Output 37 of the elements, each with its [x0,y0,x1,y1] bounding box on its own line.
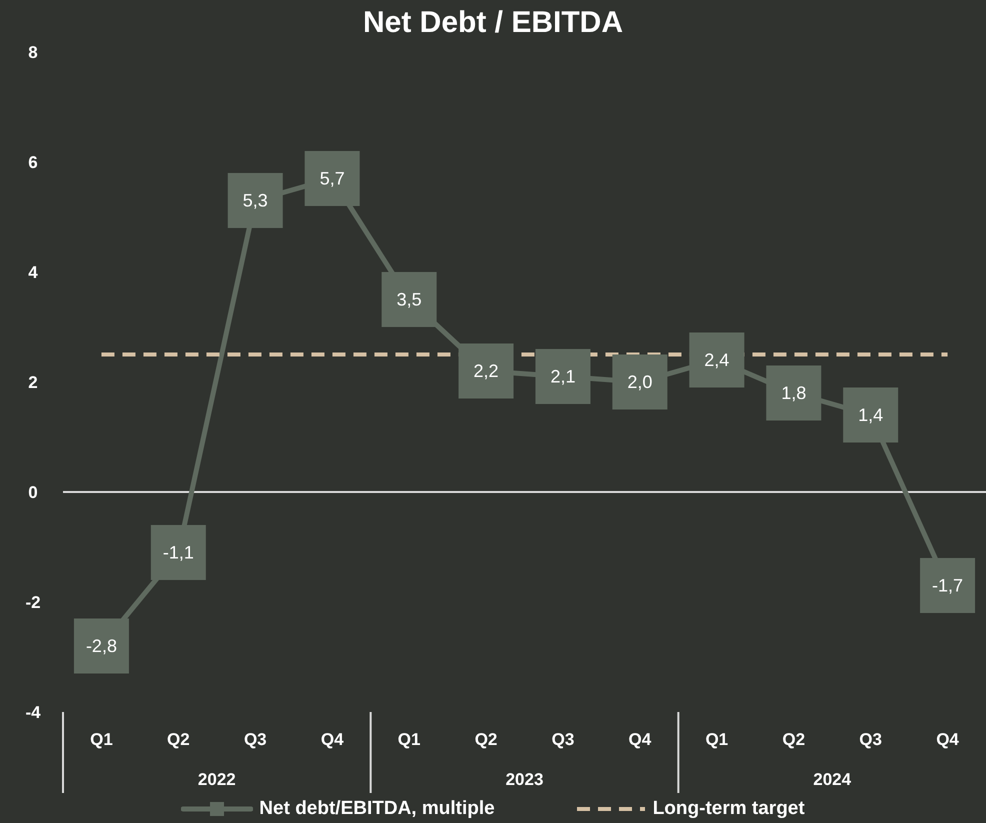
data-label: 3,5 [396,290,422,310]
data-label: 1,8 [781,383,806,403]
data-label: 2,1 [550,366,576,386]
x-tick-label: Q1 [705,730,728,748]
x-tick-label: Q4 [320,730,344,748]
data-label: -1,7 [932,576,964,596]
x-tick-label: Q3 [244,730,267,748]
chart-title: Net Debt / EBITDA [362,6,624,39]
x-tick-label: Q2 [474,730,498,748]
data-label: 5,7 [320,168,345,188]
x-tick-label: Q1 [398,730,420,748]
x-tick-label: Q2 [782,730,806,748]
y-tick-label: -4 [25,702,42,722]
data-label: 2,2 [474,361,499,381]
x-tick-label: Q3 [552,730,574,748]
x-tick-label: Q1 [90,730,113,748]
y-tick-label: 6 [28,152,38,172]
text: 2023 [506,770,544,788]
data-label: -2,8 [86,636,117,656]
x-tick-label: Q4 [936,730,960,748]
x-tick-label: Q4 [628,730,652,748]
legend-label: Long-term target [652,798,805,820]
text: 2024 [813,770,852,788]
y-tick-label: 8 [28,42,38,62]
y-tick-label: 4 [28,262,38,282]
y-tick-label: -2 [25,592,41,612]
y-tick-label: 0 [28,482,38,502]
legend-label: Net debt/EBITDA, multiple [259,798,495,820]
data-label: 2,4 [704,350,730,370]
data-label: 2,0 [627,372,652,392]
data-label: -1,1 [162,542,194,562]
x-tick-label: Q2 [167,730,190,748]
y-tick-label: 2 [28,372,38,392]
data-label: 5,3 [242,190,268,210]
data-label: 1,4 [858,405,884,425]
x-tick-label: Q3 [859,730,882,748]
text: 2022 [198,770,236,788]
